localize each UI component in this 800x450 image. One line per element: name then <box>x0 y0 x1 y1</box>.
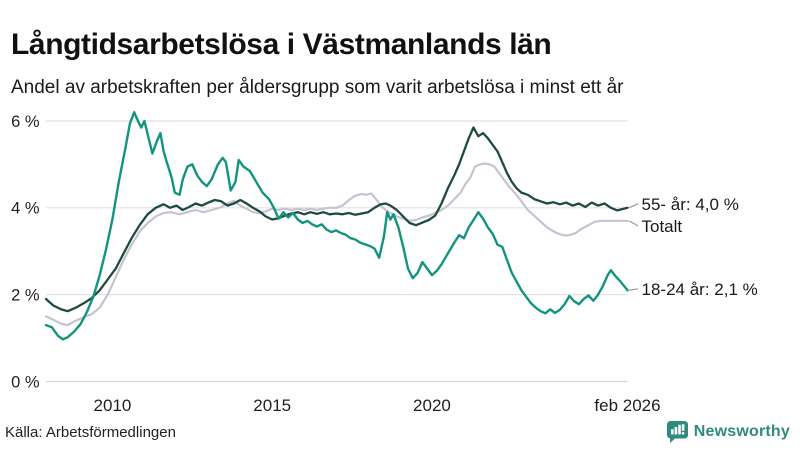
label-leader-line <box>628 220 639 227</box>
x-tick-label: 2020 <box>413 396 451 415</box>
newsworthy-logo-icon <box>666 421 688 443</box>
y-tick-label: 6 % <box>11 113 40 131</box>
x-tick-label: 2010 <box>94 396 132 415</box>
page-subtitle: Andel av arbetskraften per åldersgrupp s… <box>11 77 624 98</box>
y-tick-label: 2 % <box>11 286 40 304</box>
source-note: Källa: Arbetsförmedlingen <box>5 424 176 441</box>
line-chart: 0 % 2 % 4 % 6 % 2010 2015 2020 feb 2026 Totalt 55… <box>11 111 758 415</box>
y-tick-label: 0 % <box>11 373 40 391</box>
series-line-Totalt <box>44 162 629 327</box>
label-leader-line <box>628 288 639 291</box>
series-end-label: 55- år: 4,0 % <box>642 195 739 214</box>
series-line-55r <box>44 126 629 313</box>
newsworthy-wordmark: Newsworthy <box>693 423 790 440</box>
newsworthy-brand: Newsworthy <box>666 420 790 444</box>
x-tick-label: feb 2026 <box>594 396 660 415</box>
series-line-1824r <box>44 111 629 341</box>
series-end-label: 18-24 år: 2,1 % <box>642 280 758 299</box>
x-tick-label: 2015 <box>253 396 291 415</box>
y-tick-label: 4 % <box>11 200 40 218</box>
series-end-label: Totalt <box>642 217 683 236</box>
page-title: Långtidsarbetslösa i Västmanlands län <box>11 28 552 62</box>
label-leader-line <box>628 203 639 209</box>
